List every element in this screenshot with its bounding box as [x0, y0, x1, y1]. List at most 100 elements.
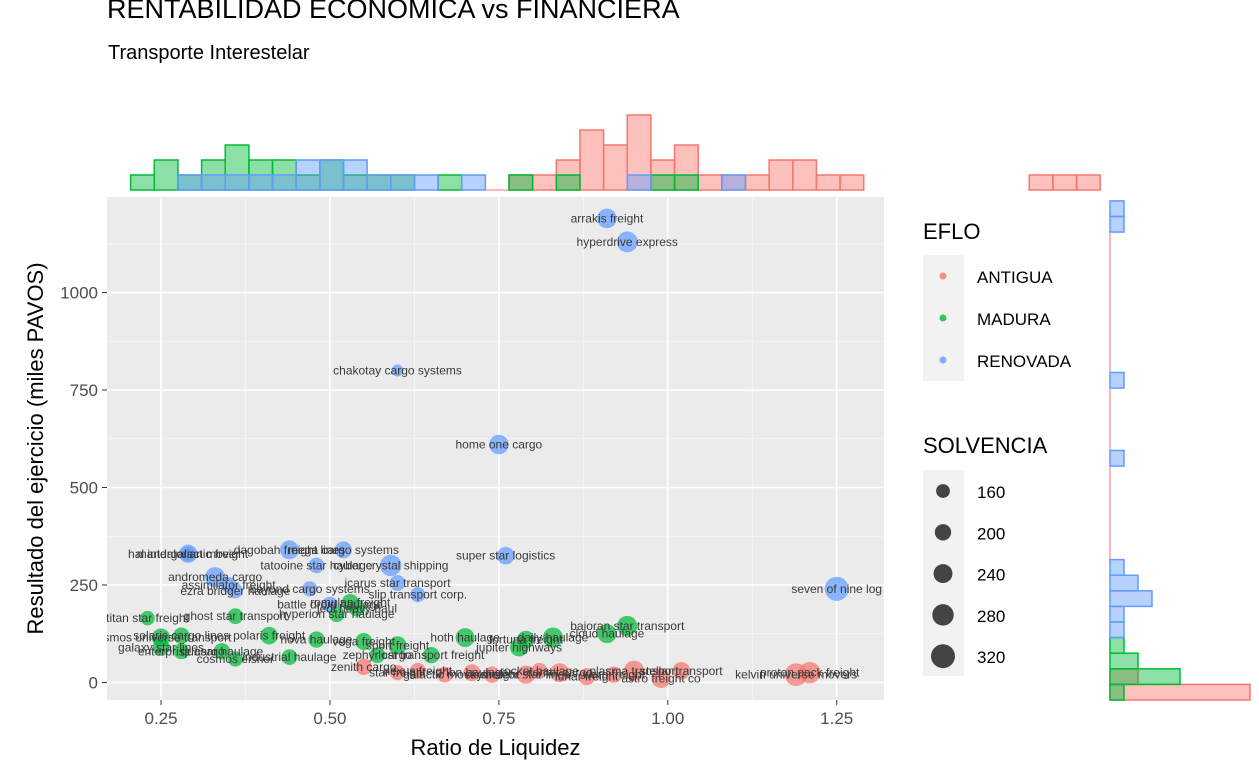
point-label: titan star freight [106, 611, 189, 625]
point-label: galaxy star lines [118, 640, 204, 654]
point-label: zenith cargo [331, 660, 397, 674]
marginal-x-bar [839, 174, 865, 191]
data-point [308, 557, 325, 574]
data-point [279, 540, 299, 560]
data-point [578, 668, 596, 686]
marginal-x-bar [271, 174, 297, 191]
marginal-x-bar [366, 174, 392, 191]
point-label: tatooine star haulage [260, 558, 372, 572]
data-point [391, 364, 404, 377]
data-point [423, 646, 440, 664]
marginal-x-bar [508, 174, 534, 191]
data-point [213, 643, 231, 660]
data-point [308, 631, 325, 648]
point-label: astro freight co [621, 672, 701, 686]
data-point [489, 434, 509, 455]
data-point [651, 669, 671, 689]
marginal-x-bar [248, 174, 274, 191]
point-label: nova haulage [280, 633, 352, 647]
data-point [463, 664, 481, 682]
marginal-x-bar [1028, 174, 1054, 191]
point-label: lost transport freight [378, 648, 485, 662]
point-label: galactic movers [403, 668, 486, 682]
data-point [173, 643, 190, 660]
marginal-x-bar [531, 174, 558, 191]
legend-size-key [931, 644, 955, 669]
data-point [227, 651, 243, 667]
data-point [496, 546, 515, 565]
point-label: assimilator freight [182, 578, 277, 592]
legend-color-label: ANTIGUA [977, 268, 1053, 287]
data-point [380, 554, 402, 577]
legend-size-key [934, 524, 952, 541]
point-label: rocket haulage [500, 664, 579, 678]
marginal-x-bar [200, 174, 226, 191]
data-point [389, 575, 406, 591]
point-label: comet cargo [527, 666, 593, 680]
point-label: kelvin universe movers [735, 668, 857, 682]
point-label: proton pack freight [760, 666, 860, 680]
point-label: industrial haulage [242, 650, 336, 664]
data-point [798, 661, 821, 684]
legend-color-label: MADURA [977, 310, 1051, 329]
marginal-x-bar [295, 159, 321, 191]
x-tick-label: 1.00 [651, 709, 684, 728]
data-point [409, 662, 426, 679]
data-point [531, 662, 548, 679]
point-label: warp freight [581, 668, 645, 682]
point-label: polaris freight [233, 629, 306, 643]
marginal-y-bar [1109, 683, 1125, 701]
legend-size-label: 280 [977, 607, 1005, 626]
point-label: andromeda cargo [168, 570, 262, 584]
marginal-x-bar [815, 174, 841, 191]
marginal-y-bar [1109, 605, 1125, 623]
chart-title: RENTABILIDAD ECONOMICA vs FINANCIERA [107, 0, 680, 24]
data-point [483, 666, 501, 683]
point-label: nexus freight [383, 664, 452, 678]
marginal-x-bar [224, 174, 250, 191]
marginal-y-bar [1109, 590, 1153, 608]
marginal-y-bar [1109, 449, 1125, 467]
point-label: cosmos universe transport [91, 631, 232, 645]
legend-size-label: 320 [977, 648, 1005, 667]
legend-color-key [939, 356, 947, 364]
marginal-x-bar [650, 174, 676, 191]
point-label: arrakis freight [571, 211, 644, 225]
marginal-x-bar [626, 174, 652, 191]
point-label: zephyr cargo [343, 648, 413, 662]
marginal-y-bar [1109, 636, 1125, 654]
point-label: chakotay cargo systems [333, 364, 462, 378]
data-point [227, 583, 243, 599]
point-label: daily haulage [518, 631, 589, 645]
legend-color-key [939, 272, 947, 280]
point-label: mega cargo systems [288, 543, 399, 557]
point-label: home one cargo [456, 438, 543, 452]
marginal-x-bar [579, 129, 605, 191]
marginal-x-bar [1052, 174, 1078, 191]
point-label: seven of nine log [791, 582, 882, 596]
point-label: enterprise cargo [138, 644, 225, 658]
data-point [334, 541, 352, 559]
data-point [389, 665, 406, 681]
data-point [672, 661, 691, 680]
point-label: stellar transport [640, 664, 723, 678]
y-tick-label: 0 [89, 673, 98, 692]
marginal-y-bar [1109, 558, 1125, 576]
marginal-x-bar [390, 174, 416, 191]
data-point [227, 608, 244, 625]
legend-size-label: 200 [977, 524, 1005, 543]
point-label: romulan freight [310, 596, 391, 610]
point-label: hoth haulage [430, 631, 500, 645]
data-point [436, 666, 453, 683]
point-label: ezra bridger haulage [180, 584, 290, 598]
point-label: star freight [369, 666, 426, 680]
legend-color-title: EFLO [923, 219, 980, 244]
point-label: super star logistics [456, 549, 555, 563]
marginal-x-bar [1075, 174, 1101, 191]
point-label: quasar haulage [180, 644, 263, 658]
y-tick-label: 1000 [60, 284, 98, 303]
point-label: hyperion star haulage [279, 607, 395, 621]
data-point [542, 627, 564, 648]
point-label: meteor star lines [482, 668, 571, 682]
marginal-x-bar [744, 174, 770, 191]
